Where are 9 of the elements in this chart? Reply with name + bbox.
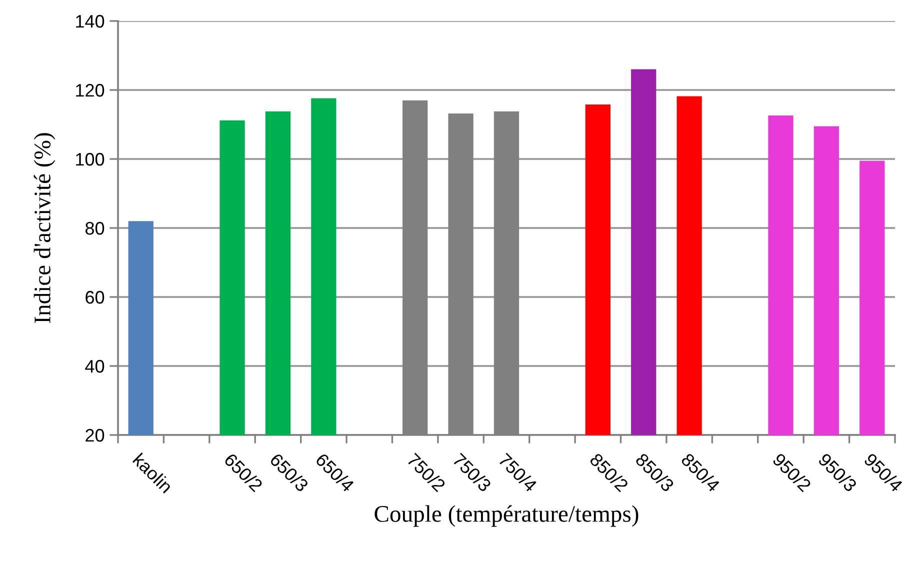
y-tick-label: 80 (86, 222, 104, 235)
y-tick-label: 40 (85, 360, 104, 373)
y-tick-label: 60 (86, 290, 104, 304)
x-axis-title: Couple (température/temps) (374, 505, 638, 527)
y-axis-title: Indice d'activité (%) (34, 133, 56, 324)
y-tick-label: 120 (76, 84, 104, 97)
y-tick-label: 100 (76, 152, 104, 166)
y-tick-label: 140 (76, 14, 104, 28)
y-tick-label: 20 (86, 428, 104, 442)
